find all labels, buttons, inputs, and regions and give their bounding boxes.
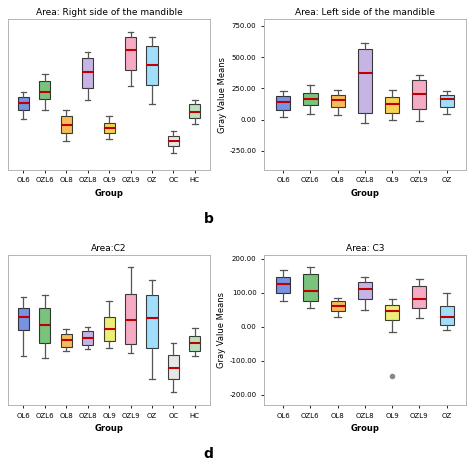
PathPatch shape bbox=[103, 123, 115, 133]
PathPatch shape bbox=[18, 308, 29, 330]
PathPatch shape bbox=[276, 277, 290, 292]
X-axis label: Group: Group bbox=[95, 424, 124, 433]
Y-axis label: Gray Value Means: Gray Value Means bbox=[218, 292, 227, 368]
PathPatch shape bbox=[168, 136, 179, 146]
PathPatch shape bbox=[146, 46, 157, 85]
PathPatch shape bbox=[168, 355, 179, 379]
PathPatch shape bbox=[330, 301, 345, 311]
X-axis label: Group: Group bbox=[350, 424, 379, 433]
PathPatch shape bbox=[189, 104, 201, 118]
Text: b: b bbox=[204, 211, 214, 226]
PathPatch shape bbox=[303, 93, 318, 105]
PathPatch shape bbox=[82, 331, 93, 345]
PathPatch shape bbox=[125, 293, 136, 344]
PathPatch shape bbox=[358, 283, 372, 300]
PathPatch shape bbox=[103, 318, 115, 341]
PathPatch shape bbox=[189, 336, 201, 351]
PathPatch shape bbox=[358, 49, 372, 113]
PathPatch shape bbox=[18, 97, 29, 109]
PathPatch shape bbox=[125, 37, 136, 70]
Title: Area: Left side of the mandible: Area: Left side of the mandible bbox=[295, 9, 435, 18]
PathPatch shape bbox=[412, 80, 427, 109]
Y-axis label: Gray Value Means: Gray Value Means bbox=[218, 56, 227, 133]
Title: Area: Right side of the mandible: Area: Right side of the mandible bbox=[36, 9, 182, 18]
PathPatch shape bbox=[330, 94, 345, 107]
PathPatch shape bbox=[303, 274, 318, 301]
PathPatch shape bbox=[385, 97, 399, 113]
PathPatch shape bbox=[39, 308, 50, 343]
PathPatch shape bbox=[61, 334, 72, 346]
Text: d: d bbox=[204, 447, 214, 461]
PathPatch shape bbox=[39, 81, 50, 99]
PathPatch shape bbox=[412, 286, 427, 308]
X-axis label: Group: Group bbox=[95, 189, 124, 198]
PathPatch shape bbox=[276, 96, 290, 109]
Title: Area: C3: Area: C3 bbox=[346, 244, 384, 253]
PathPatch shape bbox=[146, 295, 157, 348]
PathPatch shape bbox=[439, 94, 454, 107]
PathPatch shape bbox=[61, 117, 72, 133]
X-axis label: Group: Group bbox=[350, 189, 379, 198]
PathPatch shape bbox=[439, 306, 454, 325]
PathPatch shape bbox=[82, 58, 93, 88]
PathPatch shape bbox=[385, 305, 399, 320]
Title: Area:C2: Area:C2 bbox=[91, 244, 127, 253]
